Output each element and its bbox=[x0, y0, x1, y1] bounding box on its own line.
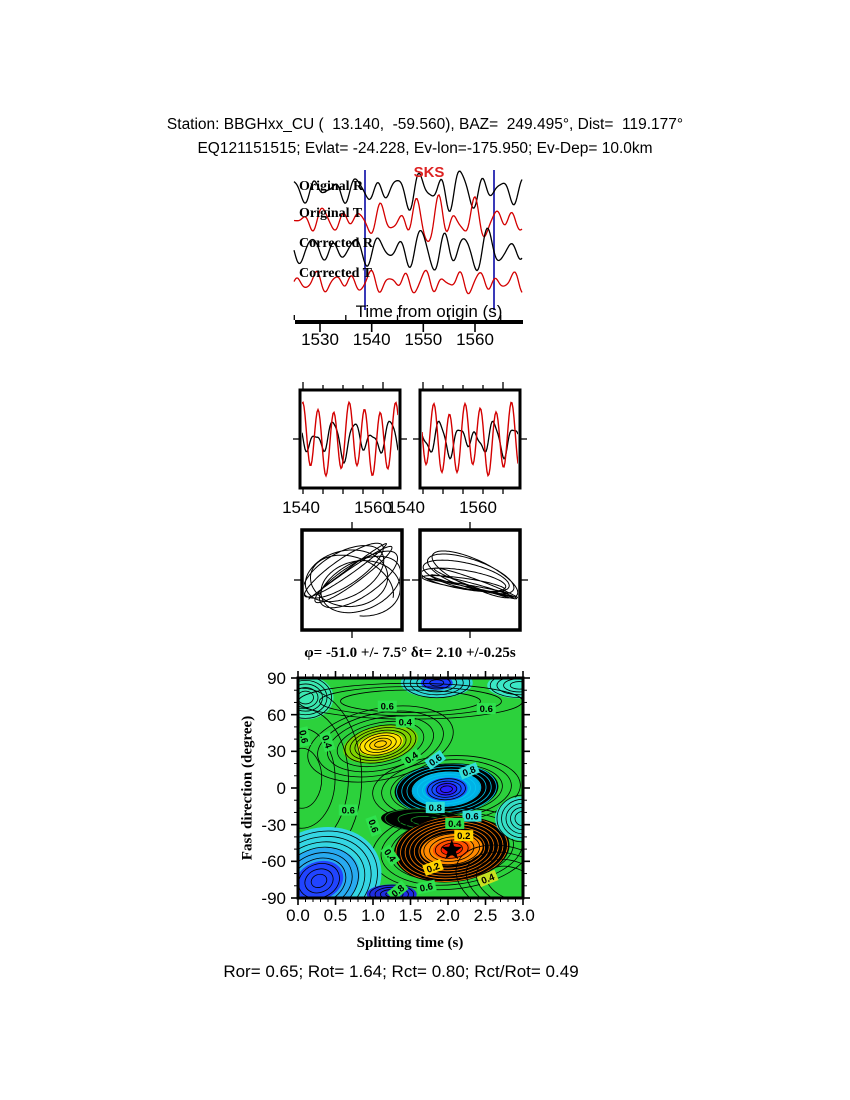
contour-xtick-2.0: 2.0 bbox=[436, 906, 460, 925]
trace-label-original-r: Original R bbox=[299, 179, 364, 194]
svg-text:0.2: 0.2 bbox=[457, 831, 470, 842]
trace-label-corrected-t: Corrected T bbox=[299, 266, 372, 281]
svg-text:0.6: 0.6 bbox=[465, 812, 478, 823]
svg-text:0.8: 0.8 bbox=[390, 883, 407, 900]
contour-label-18: 0.8 bbox=[386, 880, 409, 900]
contour-xtick-1.5: 1.5 bbox=[398, 906, 423, 925]
contour-label-2: 0.6 bbox=[476, 703, 496, 715]
contour-label-0: 0.6 bbox=[377, 700, 397, 713]
contour-xtick-2.5: 2.5 bbox=[473, 906, 498, 925]
time-axis-tick-1550: 1550 bbox=[404, 330, 443, 349]
contour-ytick-30: 30 bbox=[267, 742, 286, 762]
header-line-1: Station: BBGHxx_CU ( 13.140, -59.560), B… bbox=[166, 116, 684, 133]
waveform-plot bbox=[293, 170, 523, 332]
trace-label-original-t: Original T bbox=[299, 206, 363, 221]
cyan-right bbox=[495, 794, 523, 843]
phase-label-sks: SKS bbox=[413, 164, 445, 181]
contour-xtick-0.0: 0.0 bbox=[286, 906, 310, 925]
contour-label-12: 0.4 bbox=[445, 817, 465, 830]
contour-ytick-90: 90 bbox=[267, 669, 286, 688]
svg-text:0.6: 0.6 bbox=[480, 704, 493, 715]
svg-text:0.4: 0.4 bbox=[480, 872, 497, 887]
time-axis-label: Time from origin (s) bbox=[355, 302, 503, 321]
contour-label-13: 0.2 bbox=[454, 830, 474, 842]
contour-label-9: 0.6 bbox=[365, 815, 383, 837]
contour-label-8: 0.6 bbox=[338, 804, 358, 817]
contour-ytick-0: 0 bbox=[276, 779, 286, 798]
svg-text:0.4: 0.4 bbox=[399, 718, 413, 729]
svg-text:0.2: 0.2 bbox=[425, 861, 441, 876]
svg-text:0.6: 0.6 bbox=[381, 702, 394, 713]
svg-text:0.6: 0.6 bbox=[419, 881, 434, 895]
contour-label-11: 0.6 bbox=[462, 810, 482, 823]
contour-label-4: 0.4 bbox=[319, 730, 336, 753]
contour-label-1: 0.4 bbox=[395, 716, 415, 729]
contour-ytick--90: -90 bbox=[261, 889, 286, 908]
contour-xtick-0.5: 0.5 bbox=[323, 906, 348, 925]
blue-mid bbox=[372, 755, 521, 824]
yellow-max bbox=[307, 705, 454, 783]
contour-title: φ= -51.0 +/- 7.5° δt= 2.10 +/-0.25s bbox=[304, 645, 516, 661]
window-tick-3: 1560 bbox=[459, 498, 497, 517]
contour-label-3: 0.6 bbox=[296, 726, 312, 748]
svg-text:0.8: 0.8 bbox=[461, 764, 477, 779]
window-tick-2: 1540 bbox=[387, 498, 425, 517]
svg-text:0.8: 0.8 bbox=[429, 803, 442, 814]
svg-text:0.4: 0.4 bbox=[448, 819, 462, 830]
contour-label-16: 0.4 bbox=[476, 869, 499, 888]
contour-label-17: 0.6 bbox=[415, 879, 437, 895]
header-line-2: EQ121151515; Evlat= -24.228, Ev-lon=-175… bbox=[197, 140, 653, 157]
contour-label-7: 0.8 bbox=[458, 762, 480, 780]
contour-ytick-60: 60 bbox=[267, 705, 286, 725]
window-zoom-panels bbox=[293, 382, 527, 494]
svg-text:0.6: 0.6 bbox=[365, 818, 380, 834]
time-axis-tick-1560: 1560 bbox=[456, 330, 494, 349]
svg-text:0.6: 0.6 bbox=[296, 729, 310, 744]
time-axis-tick-1530: 1530 bbox=[301, 330, 339, 349]
contour-ytick--30: -30 bbox=[261, 815, 286, 835]
contour-xtick-3.0: 3.0 bbox=[511, 906, 535, 925]
time-axis-tick-1540: 1540 bbox=[352, 330, 391, 349]
contour-label-10: 0.8 bbox=[425, 802, 445, 814]
svg-text:0.4: 0.4 bbox=[319, 734, 334, 751]
contour-x-axis-label: Splitting time (s) bbox=[356, 935, 464, 951]
contour-ytick--60: -60 bbox=[261, 852, 286, 872]
window-tick-1: 1560 bbox=[354, 498, 392, 517]
contour-plot: 0.60.40.60.6 0.40.4 0.60.80.60.60.80.60.40… bbox=[291, 671, 530, 905]
trace-label-corrected-r: Corrected R bbox=[299, 236, 373, 251]
contour-label-15: 0.2 bbox=[422, 859, 444, 876]
contour-xtick-1.0: 1.0 bbox=[361, 906, 385, 925]
particle-motion-panels bbox=[294, 522, 528, 638]
footer-stats: Ror= 0.65; Rot= 1.64; Rct= 0.80; Rct/Rot… bbox=[223, 962, 579, 981]
window-tick-0: 1540 bbox=[282, 498, 320, 517]
svg-text:0.6: 0.6 bbox=[342, 806, 355, 817]
best-fit-star bbox=[441, 839, 463, 860]
